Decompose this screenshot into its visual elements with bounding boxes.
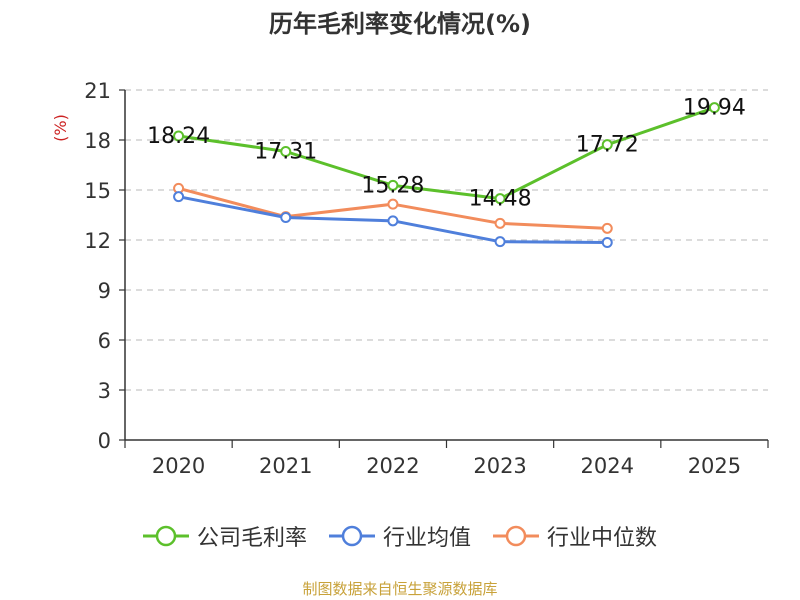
data-label: 18.24 <box>147 124 210 149</box>
data-point <box>173 130 185 142</box>
label-layer: 18.24 17.31 15.28 14.48 17.72 19.94 <box>147 96 746 212</box>
data-point <box>494 217 506 229</box>
legend: 公司毛利率 行业均值 行业中位数 <box>0 520 800 552</box>
series-line <box>178 106 715 201</box>
y-tick-label: 18 <box>84 129 111 153</box>
data-point <box>601 222 613 234</box>
data-point <box>173 191 185 203</box>
y-tick-label: 0 <box>98 429 111 453</box>
series-layer <box>173 102 720 248</box>
data-point <box>387 198 399 210</box>
legend-label: 公司毛利率 <box>196 526 307 551</box>
legend-item-industry-mean[interactable]: 行业均值 <box>328 520 471 552</box>
legend-label: 行业中位数 <box>547 526 658 551</box>
y-tick-label: 12 <box>84 229 111 253</box>
data-point <box>280 212 292 223</box>
y-tick-label: 9 <box>98 279 111 303</box>
x-tick-label: 2024 <box>581 454 634 478</box>
data-label: 14.48 <box>469 187 532 212</box>
x-tick-label: 2025 <box>688 454 741 478</box>
data-label: 19.94 <box>683 96 746 121</box>
data-point <box>601 237 613 248</box>
data-point <box>494 193 506 205</box>
source-note: 制图数据来自恒生聚源数据库 <box>302 580 498 598</box>
data-label: 17.72 <box>576 133 639 158</box>
y-tick-label: 15 <box>84 179 111 203</box>
legend-marker-icon <box>493 525 539 547</box>
data-point <box>387 179 399 191</box>
data-label: 15.28 <box>361 173 424 198</box>
legend-item-company[interactable]: 公司毛利率 <box>142 520 307 552</box>
x-tick-label: 2020 <box>152 454 205 478</box>
data-point <box>494 236 506 248</box>
y-tick-label: 6 <box>98 329 111 353</box>
data-point <box>708 102 720 114</box>
data-label: 17.31 <box>254 140 317 165</box>
data-point <box>280 146 292 157</box>
y-tick-label: 3 <box>98 379 111 403</box>
legend-marker-icon <box>328 525 375 547</box>
axis-layer: 0 3 6 9 12 15 18 21 2020 2021 2022 2023 2024 2025 (%) <box>51 79 769 478</box>
x-tick-label: 2023 <box>473 454 526 478</box>
x-tick-label: 2021 <box>259 454 312 478</box>
grid-layer <box>125 89 768 391</box>
y-axis-label: (%) <box>51 114 70 142</box>
legend-label: 行业均值 <box>382 526 471 551</box>
legend-item-industry-median[interactable]: 行业中位数 <box>493 520 657 552</box>
y-tick-label: 21 <box>84 79 111 103</box>
x-tick-label: 2022 <box>366 454 419 478</box>
chart-title: 历年毛利率变化情况(%) <box>269 10 531 38</box>
data-point <box>601 139 613 151</box>
legend-marker-icon <box>142 525 189 547</box>
data-point <box>387 215 399 227</box>
